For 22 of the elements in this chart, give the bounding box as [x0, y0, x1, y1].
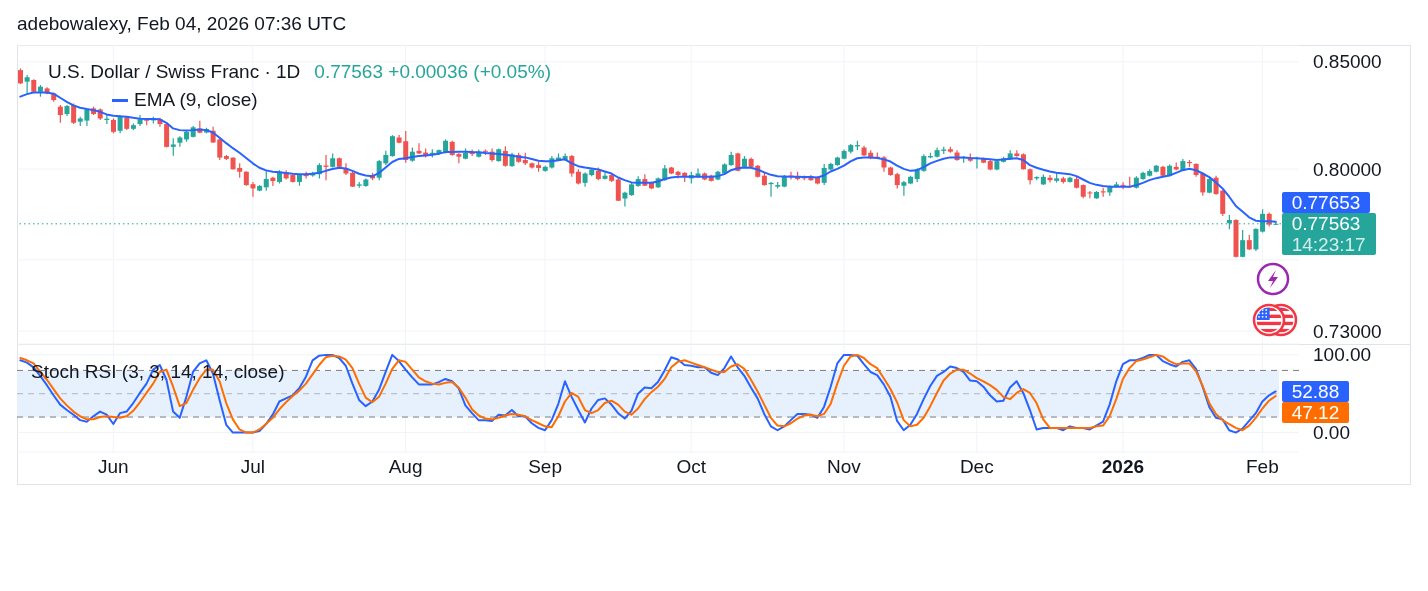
ref-line-label: 0.77563 14:23:17: [1291, 213, 1366, 256]
x-tick-label: Aug: [388, 455, 423, 477]
y-tick-label: 0.00: [1313, 422, 1350, 444]
x-tick-label: Oct: [676, 455, 707, 477]
y-tick-label: 0.73000: [1313, 320, 1382, 342]
text: U.S. Dollar / Swiss Franc · 1D: [48, 61, 301, 82]
y-tick-label: 0.85000: [1313, 51, 1382, 73]
text: adebowalexy, Feb 04, 2026 07:36 UTC: [17, 13, 347, 34]
x-tick-label: Dec: [959, 455, 994, 477]
text: 0.77563 +0.00036 (+0.05%): [314, 61, 551, 82]
x-tick-label: Nov: [827, 455, 862, 477]
y-tick-label: 100.00: [1313, 344, 1372, 366]
x-tick-label: 2026: [1101, 455, 1145, 477]
x-tick-label: Feb: [1246, 455, 1279, 477]
y-tick-label: 0.80000: [1313, 158, 1382, 180]
data-label: 52.88: [1291, 380, 1340, 402]
x-tick-label: Jul: [240, 455, 265, 477]
legend-label: EMA (9, close): [134, 88, 258, 112]
x-tick-label: Jun: [97, 455, 129, 477]
x-tick-label: Sep: [528, 455, 562, 477]
data-label: 47.12: [1291, 401, 1340, 423]
data-label: 0.77653: [1291, 192, 1361, 214]
